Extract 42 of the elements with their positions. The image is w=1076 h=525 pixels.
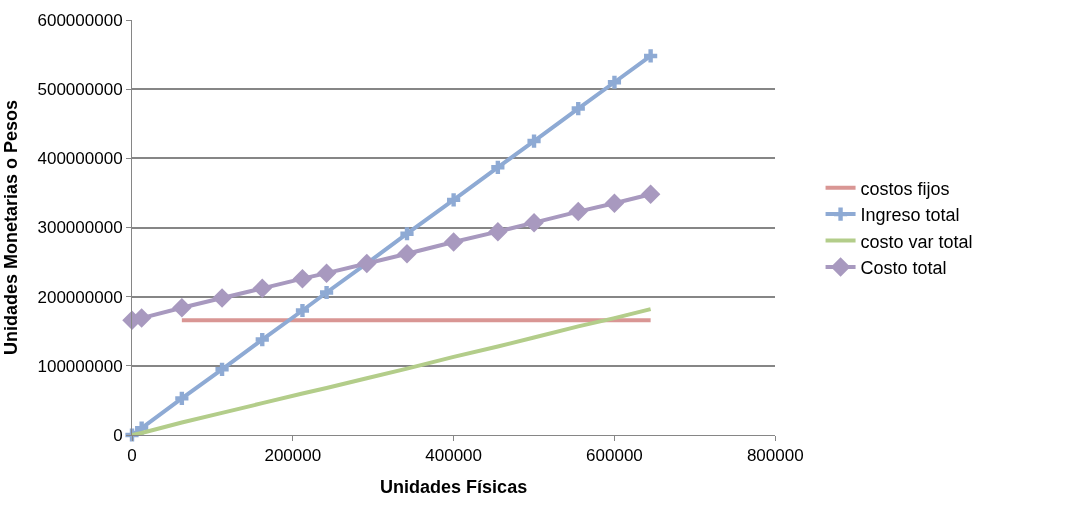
point [644,49,658,63]
point [172,297,192,318]
point [571,101,585,116]
point [443,232,464,252]
point [607,75,622,89]
point [316,263,337,283]
x-tick-label: 400000 [425,446,482,466]
y-tick-label: 500000000 [37,80,123,100]
point [527,134,541,148]
x-tick-label: 600000 [586,446,643,466]
y-tick-label: 600000000 [37,10,123,30]
y-tick-label: 400000000 [37,149,123,169]
y-axis-title: Unidades Monetarias o Pesos [0,99,21,356]
point [252,278,273,299]
point [212,288,232,308]
point [447,193,461,207]
legend-label: Costo total [860,257,947,278]
point [400,227,414,241]
x-tick-label: 0 [127,446,137,466]
legend-label: Ingreso total [860,205,960,226]
point [640,184,661,205]
x-axis-title: Unidades Físicas [380,476,528,497]
y-tick-label: 200000000 [37,287,123,307]
point [604,193,625,214]
point [175,391,189,405]
point [215,362,229,376]
x-tick-label: 800000 [746,446,804,466]
legend-label: costos fijos [860,178,950,199]
point [491,160,505,174]
point [488,221,508,242]
point [319,285,334,300]
y-tick-label: 0 [113,425,123,445]
x-tick-label: 200000 [264,446,322,466]
y-tick-label: 300000000 [37,218,123,238]
point [255,332,269,347]
point [524,212,544,233]
legend-label: costo var total [860,231,973,252]
point [295,303,310,318]
point [568,201,589,222]
y-tick-label: 100000000 [37,356,123,376]
point [292,268,313,289]
point [397,244,417,264]
